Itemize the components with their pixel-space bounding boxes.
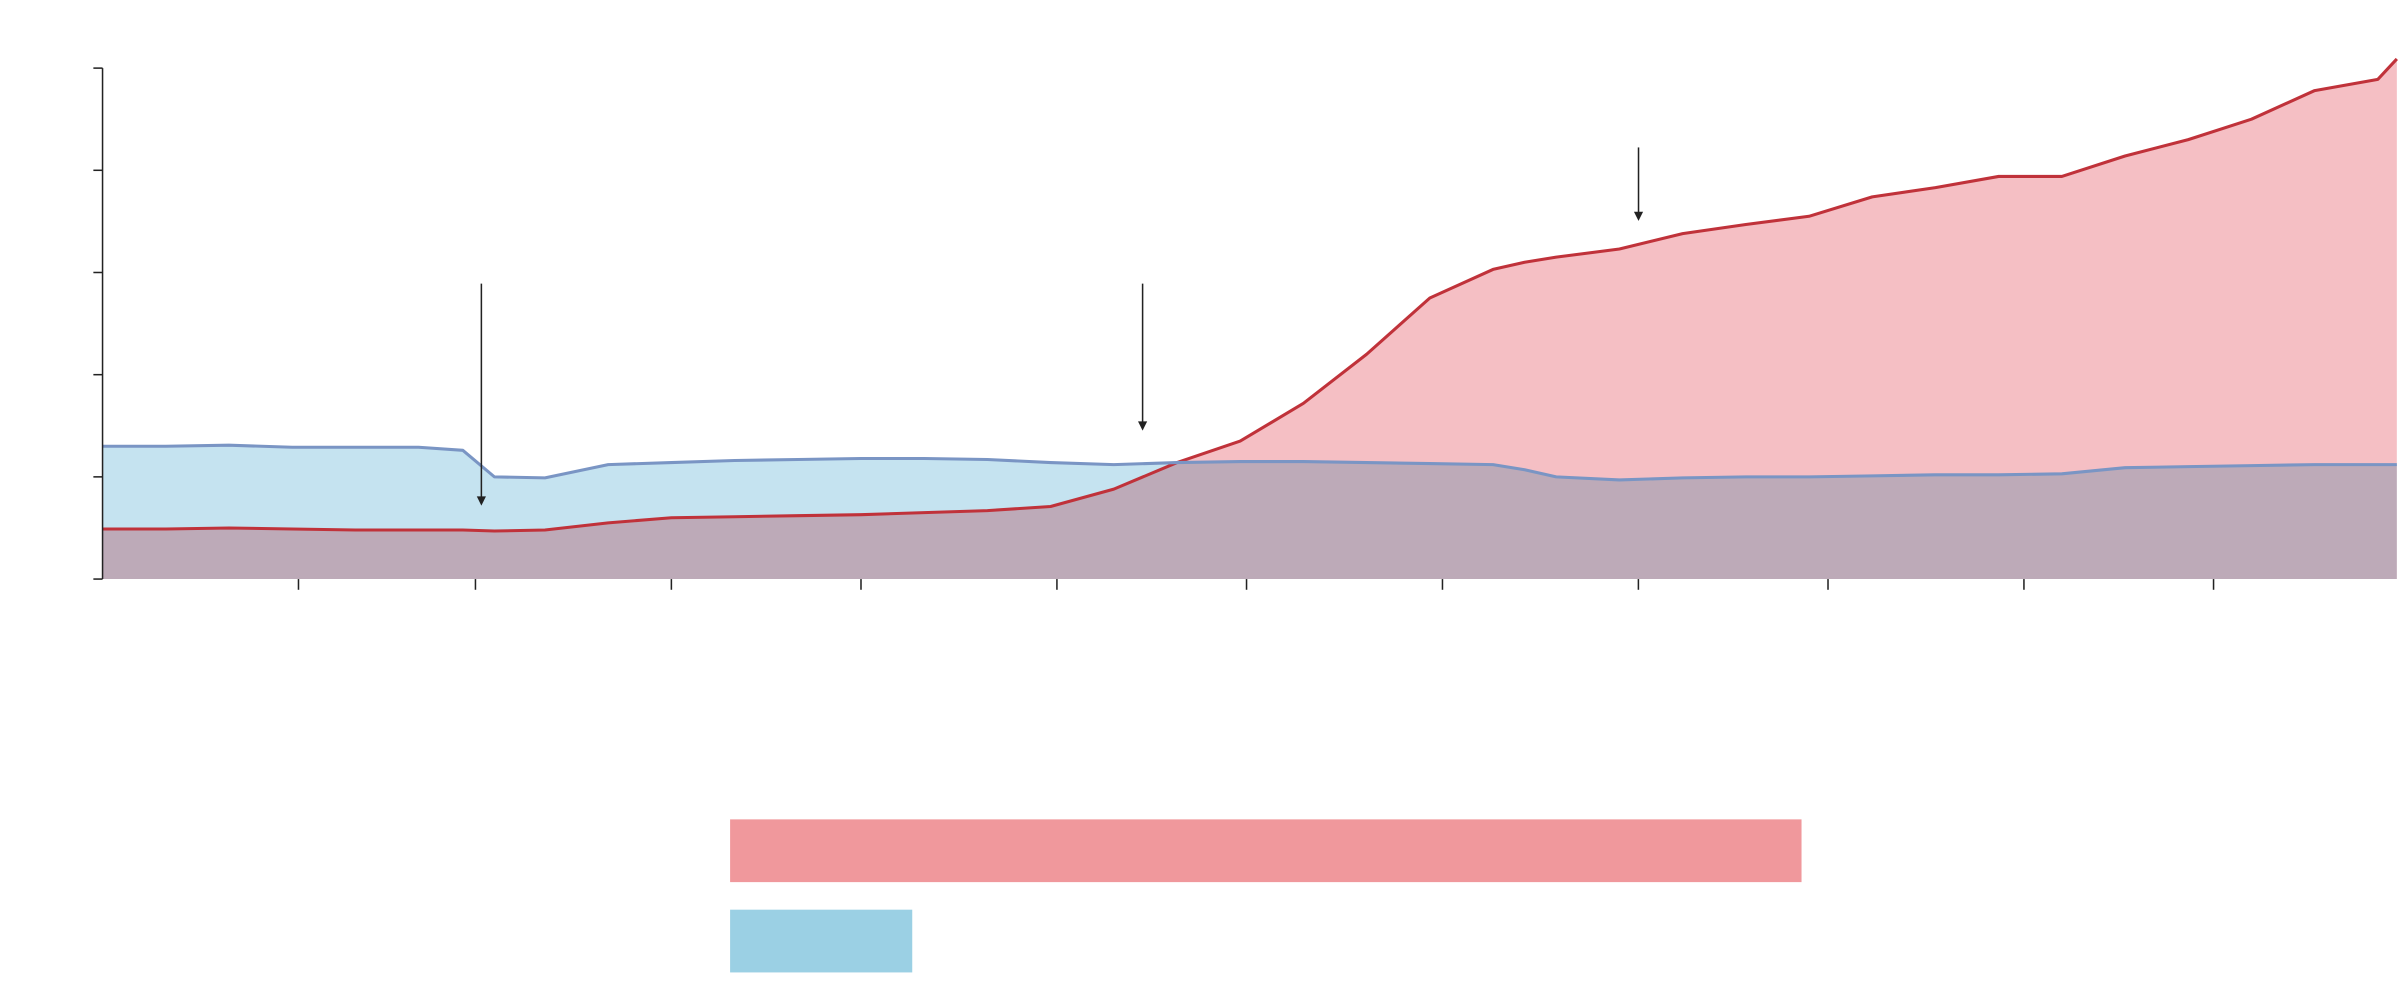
area (102, 58, 2397, 580)
arrow-head (1138, 421, 1148, 431)
bar (730, 819, 1802, 883)
arrow-head (476, 496, 486, 506)
arrow-head (1633, 211, 1644, 221)
line (102, 57, 2398, 533)
plot (93, 57, 2398, 973)
annotations (476, 147, 1644, 506)
line (102, 443, 2397, 482)
bar (730, 909, 913, 973)
